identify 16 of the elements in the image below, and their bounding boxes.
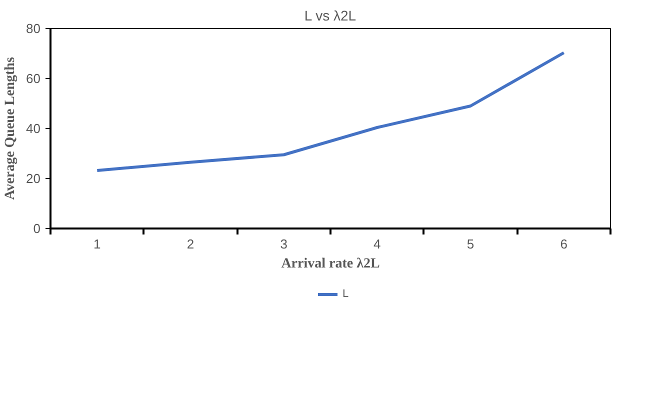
y-tick-label: 20: [26, 171, 41, 186]
x-tick-label: 3: [280, 236, 288, 252]
y-tick-label: 0: [33, 221, 41, 236]
y-tick-label: 60: [26, 71, 41, 86]
y-tick-label: 80: [26, 21, 41, 36]
chart-title: L vs λ2L: [304, 8, 356, 24]
x-tick-label: 5: [466, 236, 474, 252]
y-tick-label: 40: [26, 121, 41, 136]
legend-label: L: [342, 288, 350, 300]
y-axis-title: Average Queue Lengths: [3, 56, 18, 200]
x-tick-label: 6: [560, 236, 568, 252]
x-axis-title: Arrival rate λ2L: [281, 256, 380, 272]
x-tick-label: 1: [94, 236, 101, 252]
x-tick-label: 2: [186, 236, 194, 252]
line-series: [96, 51, 566, 172]
x-tick-label: 4: [374, 236, 381, 252]
